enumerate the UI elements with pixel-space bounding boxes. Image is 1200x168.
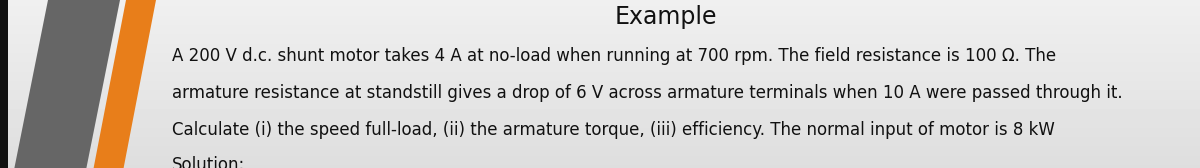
Polygon shape [0,0,8,168]
Text: Calculate (i) the speed full-load, (ii) the armature torque, (iii) efficiency. T: Calculate (i) the speed full-load, (ii) … [172,121,1055,139]
Polygon shape [14,0,120,168]
Text: armature resistance at standstill gives a drop of 6 V across armature terminals : armature resistance at standstill gives … [172,84,1122,102]
Polygon shape [94,0,156,168]
Text: A 200 V d.c. shunt motor takes 4 A at no-load when running at 700 rpm. The field: A 200 V d.c. shunt motor takes 4 A at no… [172,47,1056,65]
Text: Example: Example [614,5,718,29]
Text: Solution:: Solution: [172,156,245,168]
